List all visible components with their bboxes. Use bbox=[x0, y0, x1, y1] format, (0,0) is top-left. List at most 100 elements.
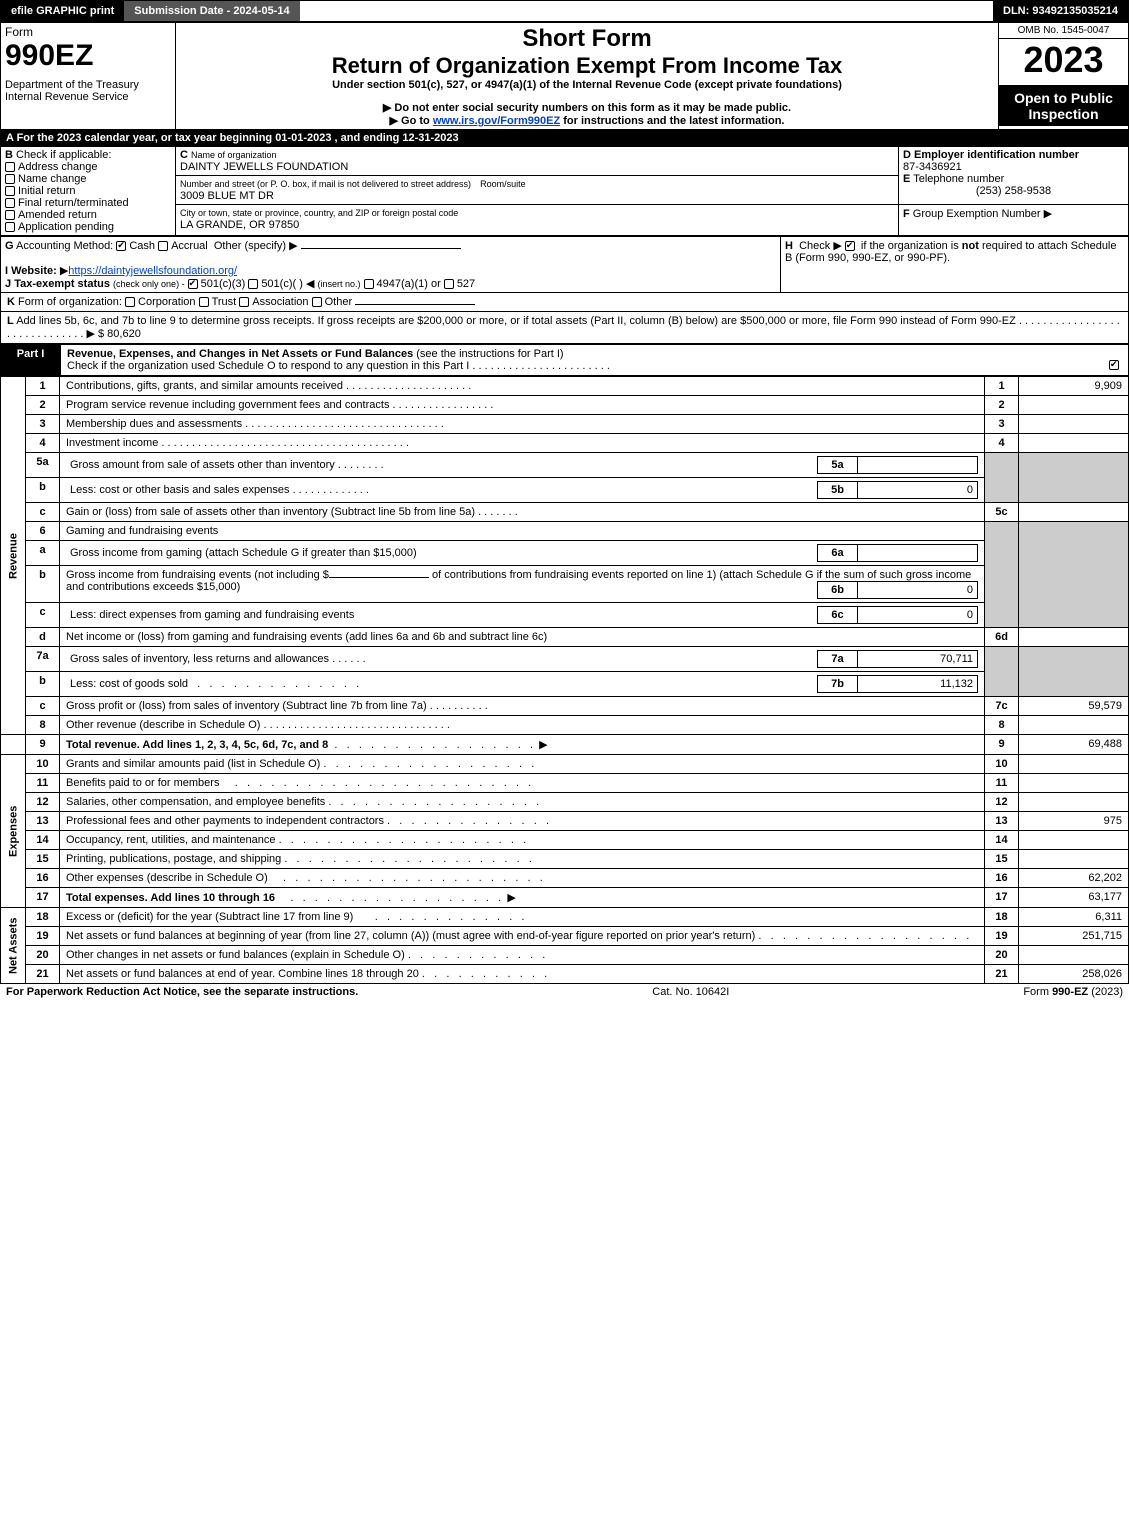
line-18-text: Excess or (deficit) for the year (Subtra… bbox=[60, 908, 985, 927]
org-info-table: B Check if applicable: Address change Na… bbox=[0, 146, 1129, 236]
arrow-left-icon: ◀ bbox=[306, 278, 314, 290]
line-2-amt bbox=[1019, 396, 1129, 415]
checkbox-association[interactable] bbox=[239, 297, 249, 307]
line-15-text: Printing, publications, postage, and shi… bbox=[60, 850, 985, 869]
footer-right: Form 990-EZ (2023) bbox=[1023, 986, 1123, 998]
c-name-label: Name of organization bbox=[191, 150, 277, 160]
side-netassets: Net Assets bbox=[1, 908, 26, 984]
j-501c3: 501(c)(3) bbox=[201, 278, 246, 290]
j-501c: 501(c)( ) bbox=[261, 278, 303, 290]
line-21-amt: 258,026 bbox=[1019, 965, 1129, 984]
g-label: Accounting Method: bbox=[16, 240, 113, 252]
line-8-num: 8 bbox=[26, 716, 60, 735]
e-phone-label: Telephone number bbox=[913, 173, 1004, 185]
return-title: Return of Organization Exempt From Incom… bbox=[180, 53, 994, 79]
l-text: Add lines 5b, 6c, and 7b to line 9 to de… bbox=[16, 315, 1016, 327]
open-to-public: Open to Public Inspection bbox=[999, 86, 1128, 126]
arrow-icon: ▶ bbox=[507, 892, 515, 904]
irs-link[interactable]: www.irs.gov/Form990EZ bbox=[433, 115, 560, 127]
arrow-icon: ▶ bbox=[1044, 208, 1052, 220]
goto-post: for instructions and the latest informat… bbox=[563, 115, 784, 127]
arrow-icon: ▶ bbox=[289, 240, 297, 252]
line-12-ref: 12 bbox=[985, 793, 1019, 812]
checkbox-application-pending[interactable] bbox=[5, 222, 15, 232]
line-1-ref: 1 bbox=[985, 377, 1019, 396]
line-7a-inner-amt: 70,711 bbox=[858, 651, 978, 668]
line-1-num: 1 bbox=[26, 377, 60, 396]
checkbox-trust[interactable] bbox=[199, 297, 209, 307]
line-6c-inner-amt: 0 bbox=[858, 607, 978, 624]
checkbox-accrual[interactable] bbox=[158, 241, 168, 251]
website-link[interactable]: https://daintyjewellsfoundation.org/ bbox=[68, 265, 237, 277]
k-assoc: Association bbox=[252, 296, 308, 308]
other-specify-input[interactable] bbox=[301, 248, 461, 249]
line-19-num: 19 bbox=[26, 927, 60, 946]
checkbox-final-return[interactable] bbox=[5, 198, 15, 208]
line-4-ref: 4 bbox=[985, 434, 1019, 453]
checkbox-501c[interactable] bbox=[248, 279, 258, 289]
f-group-label: Group Exemption Number bbox=[913, 208, 1041, 220]
line-7b-inner-label: 7b bbox=[818, 676, 858, 693]
line-8-text: Other revenue (describe in Schedule O) .… bbox=[60, 716, 985, 735]
line-6b-blank[interactable] bbox=[329, 577, 429, 578]
b-opt-amended: Amended return bbox=[18, 209, 97, 221]
checkbox-address-change[interactable] bbox=[5, 162, 15, 172]
row-k: K Form of organization: Corporation Trus… bbox=[0, 293, 1129, 312]
line-6c-text: Less: direct expenses from gaming and fu… bbox=[60, 603, 985, 628]
g-accrual: Accrual bbox=[171, 240, 208, 252]
tax-year: 2023 bbox=[999, 39, 1128, 81]
do-not-enter: Do not enter social security numbers on … bbox=[180, 101, 994, 114]
b-label: Check if applicable: bbox=[16, 149, 111, 161]
form-word: Form bbox=[5, 25, 171, 39]
line-5b-inner-amt: 0 bbox=[858, 482, 978, 499]
side-expenses: Expenses bbox=[1, 755, 26, 908]
checkbox-corporation[interactable] bbox=[125, 297, 135, 307]
checkbox-4947[interactable] bbox=[364, 279, 374, 289]
j-sub: (check only one) - bbox=[113, 279, 185, 289]
efile-print-button[interactable]: efile GRAPHIC print bbox=[1, 1, 124, 21]
line-6c-inner-label: 6c bbox=[818, 607, 858, 624]
line-6d-text: Net income or (loss) from gaming and fun… bbox=[60, 628, 985, 647]
under-section: Under section 501(c), 527, or 4947(a)(1)… bbox=[180, 79, 994, 91]
checkbox-cash[interactable] bbox=[116, 241, 126, 251]
line-8-amt bbox=[1019, 716, 1129, 735]
part1-instr: (see the instructions for Part I) bbox=[416, 348, 563, 360]
line-6d-num: d bbox=[26, 628, 60, 647]
line-6a-num: a bbox=[26, 541, 60, 566]
line-4-text: Investment income . . . . . . . . . . . … bbox=[60, 434, 985, 453]
line-4-amt bbox=[1019, 434, 1129, 453]
line-3-ref: 3 bbox=[985, 415, 1019, 434]
line-3-text: Membership dues and assessments . . . . … bbox=[60, 415, 985, 434]
footer-catno: Cat. No. 10642I bbox=[652, 986, 729, 998]
g-h-table: G Accounting Method: Cash Accrual Other … bbox=[0, 236, 1129, 293]
line-6c-num: c bbox=[26, 603, 60, 628]
line-3-num: 3 bbox=[26, 415, 60, 434]
line-6a-inner-label: 6a bbox=[818, 545, 858, 562]
arrow-icon: ▶ bbox=[86, 328, 94, 340]
k-other-input[interactable] bbox=[355, 304, 475, 305]
line-5ab-ref-gray bbox=[985, 453, 1019, 503]
checkbox-501c3[interactable] bbox=[188, 279, 198, 289]
part1-label: Part I bbox=[1, 345, 61, 376]
dln-label: DLN: 93492135035214 bbox=[993, 1, 1128, 21]
line-20-amt bbox=[1019, 946, 1129, 965]
checkbox-initial-return[interactable] bbox=[5, 186, 15, 196]
line-7c-text: Gross profit or (loss) from sales of inv… bbox=[60, 697, 985, 716]
j-4947: 4947(a)(1) or bbox=[377, 278, 441, 290]
line-17-ref: 17 bbox=[985, 888, 1019, 908]
checkbox-h-not-required[interactable] bbox=[845, 241, 855, 251]
line-14-num: 14 bbox=[26, 831, 60, 850]
line-6b-inner-label: 6b bbox=[818, 582, 858, 599]
checkbox-amended-return[interactable] bbox=[5, 210, 15, 220]
j-insert: (insert no.) bbox=[317, 279, 360, 289]
k-trust: Trust bbox=[212, 296, 237, 308]
line-2-num: 2 bbox=[26, 396, 60, 415]
h-not: not bbox=[962, 240, 979, 252]
checkbox-schedule-o[interactable] bbox=[1109, 360, 1119, 370]
checkbox-other-org[interactable] bbox=[312, 297, 322, 307]
line-5b-text: Less: cost or other basis and sales expe… bbox=[60, 478, 985, 503]
checkbox-name-change[interactable] bbox=[5, 174, 15, 184]
checkbox-527[interactable] bbox=[444, 279, 454, 289]
line-9-num: 9 bbox=[26, 735, 60, 755]
line-12-amt bbox=[1019, 793, 1129, 812]
